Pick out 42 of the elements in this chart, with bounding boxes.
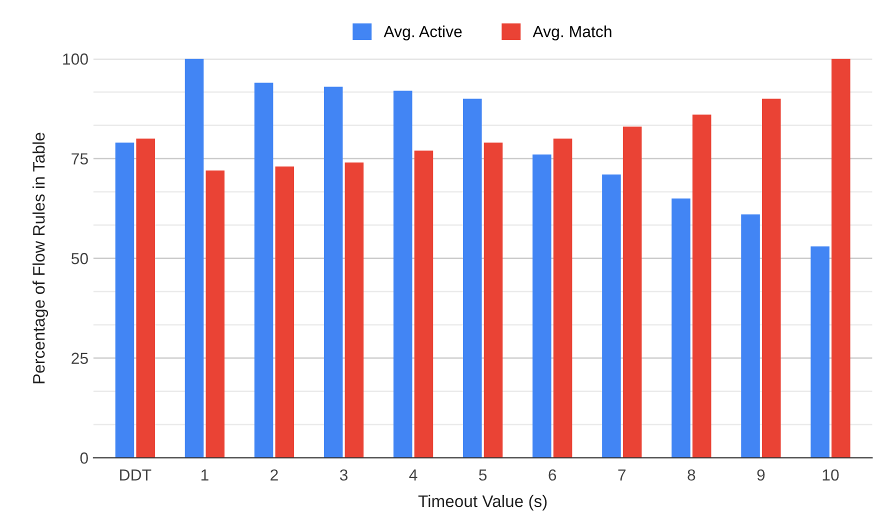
y-tick-label: 25 [72,352,88,364]
x-axis-title: Timeout Value (s) [418,494,547,510]
bar [324,86,343,458]
bar [553,138,572,458]
bar [136,138,155,458]
bar [762,98,781,458]
x-tick-label: 7 [618,470,626,480]
bar [602,174,621,458]
bar [393,90,412,458]
bar [275,166,294,458]
bar [810,246,830,458]
bar [344,162,364,458]
bar [414,150,434,458]
bar [115,142,134,458]
bar [692,114,712,458]
bar [206,170,225,458]
x-tick-label: 10 [822,469,839,481]
bar [741,214,760,458]
bar [622,126,642,458]
legend-label: Avg. Active [384,26,462,40]
bar [463,98,482,458]
x-tick-label: DDT [120,470,152,480]
x-tick-label: 8 [688,469,696,481]
y-axis-title: Percentage of Flow Rules in Table [32,132,48,384]
legend-label: Avg. Match [532,26,612,40]
y-tick-label: 100 [63,53,88,65]
x-tick-label: 6 [548,469,556,481]
x-tick-label: 9 [757,469,765,481]
bar [832,58,850,458]
y-tick-label: 0 [80,452,88,464]
bar [484,142,503,458]
bar [254,82,274,458]
bar [672,198,690,458]
y-tick-label: 75 [72,153,88,164]
x-tick-label: 4 [409,470,418,480]
x-tick-label: 2 [270,469,278,480]
x-tick-label: 1 [201,470,208,480]
y-tick-label: 50 [71,252,88,264]
bar [184,58,204,458]
x-tick-label: 5 [479,470,487,481]
x-tick-label: 3 [340,469,348,481]
bar [532,154,552,458]
